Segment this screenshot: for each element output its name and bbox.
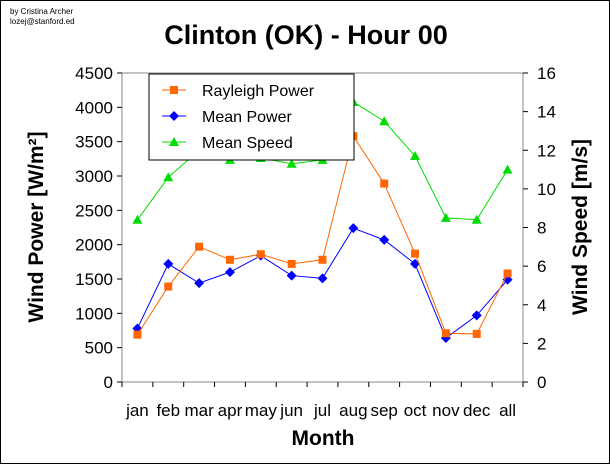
data-point xyxy=(286,270,297,281)
right-tick-label: 4 xyxy=(537,296,546,315)
legend-marker xyxy=(169,111,179,121)
x-tick-label: aug xyxy=(339,401,367,420)
right-tick-label: 2 xyxy=(537,334,546,353)
data-point xyxy=(379,234,390,245)
right-tick-label: 16 xyxy=(537,64,556,83)
legend: Rayleigh Power Mean Power Mean Speed xyxy=(148,73,355,161)
right-tick-label: 8 xyxy=(537,219,546,238)
left-tick-label: 0 xyxy=(104,373,113,392)
left-tick-label: 4000 xyxy=(75,98,113,117)
data-point xyxy=(163,172,174,182)
right-tick-label: 0 xyxy=(537,373,546,392)
legend-item-rayleigh-power: Rayleigh Power xyxy=(162,83,315,100)
left-tick-label: 2500 xyxy=(75,201,113,220)
x-tick-label: oct xyxy=(404,401,427,420)
x-tick-label: all xyxy=(499,401,516,420)
data-point xyxy=(256,250,265,259)
data-point xyxy=(380,179,389,188)
data-point xyxy=(163,258,174,269)
data-point xyxy=(318,255,327,264)
right-tick-label: 14 xyxy=(537,103,556,122)
x-tick-label: mar xyxy=(184,401,214,420)
x-tick-label: jun xyxy=(279,401,303,420)
legend-label: Mean Power xyxy=(202,109,292,126)
data-point xyxy=(471,214,482,224)
left-tick-label: 2000 xyxy=(75,236,113,255)
right-tick-label: 10 xyxy=(537,180,556,199)
right-tick-label: 6 xyxy=(537,257,546,276)
data-point xyxy=(410,151,421,161)
data-point xyxy=(440,212,451,222)
left-y-axis: 0 500 1000 1500 2000 2500 3000 3500 4000 4500 xyxy=(75,64,122,392)
x-tick-label: may xyxy=(245,401,278,420)
x-tick-label: jul xyxy=(313,401,331,420)
data-point xyxy=(502,164,513,174)
legend-marker xyxy=(169,137,179,146)
data-point xyxy=(195,242,204,251)
right-y-axis-label: Wind Speed [m/s] xyxy=(569,139,592,315)
data-point xyxy=(348,223,359,234)
left-tick-label: 1000 xyxy=(75,304,113,323)
x-tick-label: sep xyxy=(370,401,397,420)
right-tick-label: 12 xyxy=(537,141,556,160)
left-tick-label: 1500 xyxy=(75,270,113,289)
right-y-axis: 0 2 4 6 8 10 12 14 16 xyxy=(523,64,556,392)
credit-line-2: lozej@stanford.ed xyxy=(10,17,75,26)
data-point xyxy=(132,214,143,224)
data-point xyxy=(317,273,328,284)
x-tick-label: apr xyxy=(218,401,243,420)
chart-title: Clinton (OK) - Hour 00 xyxy=(164,20,447,50)
data-point xyxy=(194,278,205,289)
legend-item-mean-speed: Mean Speed xyxy=(162,135,293,152)
data-point xyxy=(164,282,173,291)
left-tick-label: 4500 xyxy=(75,64,113,83)
left-tick-label: 3500 xyxy=(75,133,113,152)
data-point xyxy=(503,269,512,278)
data-point xyxy=(411,249,420,258)
series-line xyxy=(137,134,509,335)
data-point xyxy=(133,330,142,339)
data-point xyxy=(472,329,481,338)
x-tick-label: nov xyxy=(432,401,460,420)
left-y-axis-label: Wind Power [W/m²] xyxy=(25,131,48,322)
data-point xyxy=(224,267,235,278)
left-tick-label: 3000 xyxy=(75,167,113,186)
legend-label: Mean Speed xyxy=(202,135,293,152)
series-mean-power xyxy=(132,223,513,344)
legend-label: Rayleigh Power xyxy=(202,83,315,100)
x-tick-label: dec xyxy=(463,401,491,420)
x-tick-label: jan xyxy=(125,401,149,420)
legend-item-mean-power: Mean Power xyxy=(162,109,292,126)
data-point xyxy=(286,158,297,168)
data-point xyxy=(379,116,390,126)
legend-box xyxy=(148,73,355,161)
x-axis: jan feb mar apr may jun jul aug sep oct nov dec all xyxy=(121,382,524,420)
x-axis-label: Month xyxy=(292,427,355,450)
series-rayleigh-power xyxy=(133,132,512,339)
data-point xyxy=(471,310,482,321)
left-tick-label: 500 xyxy=(85,339,113,358)
data-point xyxy=(441,329,450,338)
legend-marker xyxy=(170,86,178,94)
x-tick-label: feb xyxy=(156,401,180,420)
data-point xyxy=(225,255,234,264)
data-point xyxy=(287,259,296,268)
credit-line-1: by Cristina Archer xyxy=(10,7,73,16)
